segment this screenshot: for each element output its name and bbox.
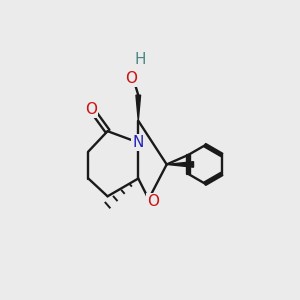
Polygon shape — [136, 95, 141, 121]
Text: O: O — [125, 71, 137, 86]
Text: N: N — [133, 135, 144, 150]
Polygon shape — [167, 162, 194, 167]
Text: H: H — [135, 52, 146, 67]
Text: O: O — [147, 194, 159, 209]
Text: O: O — [85, 102, 97, 117]
